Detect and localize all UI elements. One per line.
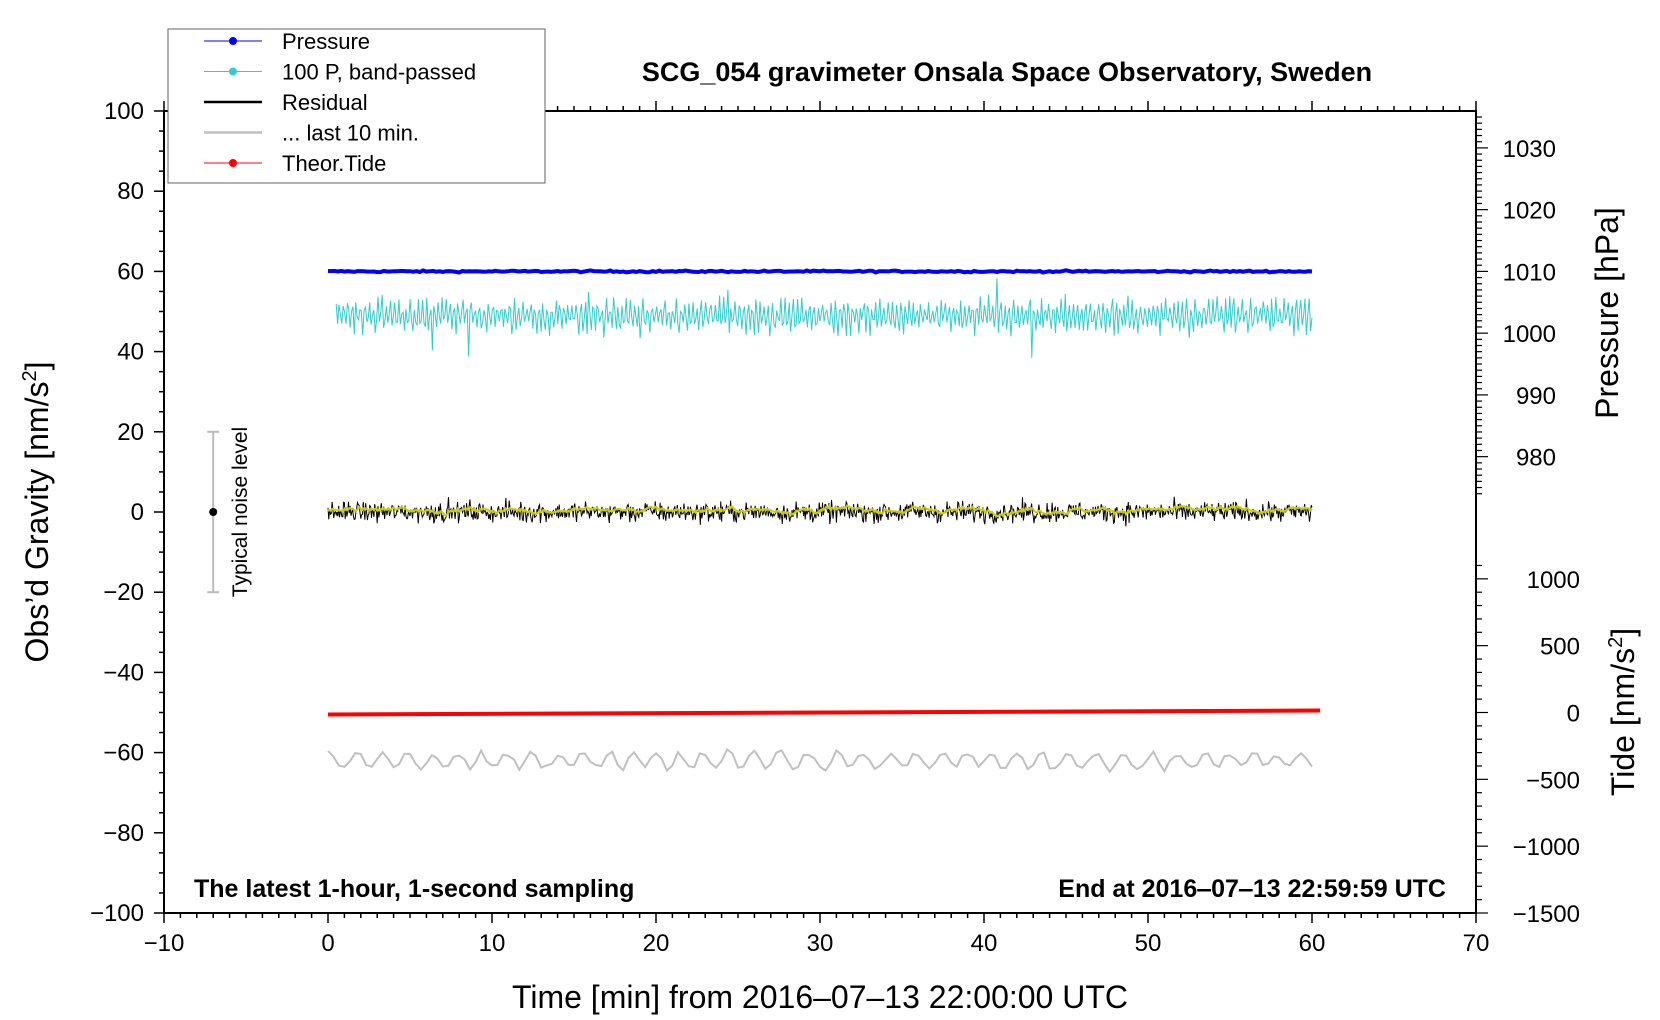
y-axis-label: Obs’d Gravity [nm/s2] (19, 362, 55, 663)
x-tick-label: 40 (971, 930, 998, 957)
pressure-tick-label: 990 (1516, 383, 1556, 410)
legend: Pressure 100 P, band‑passed Residual ... la… (167, 28, 546, 184)
x-tick-label: 10 (479, 930, 506, 957)
tide-axis-label-end: ] (1605, 628, 1641, 637)
tide-axis-label-main: Tide [nm/s (1605, 648, 1641, 796)
series-layer (327, 268, 1321, 774)
y-tick-label: 60 (117, 258, 144, 285)
y-tick-label: −20 (103, 579, 144, 606)
y-tick-label: −40 (103, 659, 144, 686)
tide-tick-label: −500 (1526, 767, 1580, 794)
tide-tick-label: 0 (1567, 701, 1580, 728)
legend-label: Residual (282, 90, 368, 115)
y-tick-label: −100 (90, 900, 144, 927)
y-axis-label-main: Obs’d Gravity [nm/s (19, 382, 55, 663)
legend-item-0: Pressure (204, 29, 370, 54)
y-tick-label: 40 (117, 339, 144, 366)
x-tick-label: 30 (807, 930, 834, 957)
legend-box (167, 28, 546, 184)
y-tick-label: 20 (117, 419, 144, 446)
y-axis-label-sup: 2 (19, 370, 41, 381)
pressure-tick-label: 1030 (1503, 136, 1556, 163)
axis-ticks: −10 0 10 20 30 40 50 60 70100806040200−20−40−60−… (90, 98, 1580, 957)
legend-label: ... last 10 min. (282, 121, 419, 146)
y-tick-label: 80 (117, 178, 144, 205)
pressure-axis-label: Pressure [hPa] (1589, 207, 1625, 419)
pressure-tick-label: 1000 (1503, 321, 1556, 348)
series-residual-smoothed (327, 504, 1313, 518)
noise-bar-center-dot (209, 508, 218, 516)
y-tick-label: 100 (104, 98, 144, 125)
annotation-end-time: End at 2016‒07‒13 22:59:59 UTC (1058, 875, 1446, 903)
legend-item-1: 100 P, band‑passed (204, 60, 476, 85)
pressure-tick-label: 1020 (1503, 198, 1556, 225)
tide-tick-label: 1000 (1527, 567, 1580, 594)
x-tick-label: 20 (643, 930, 670, 957)
y-tick-label: −60 (103, 740, 144, 767)
noise-level-bar (207, 430, 220, 594)
legend-label: Pressure (282, 29, 370, 54)
series-pressure (327, 268, 1313, 275)
legend-label: Theor.Tide (282, 151, 386, 176)
x-tick-label: 0 (321, 930, 334, 957)
pressure-tick-label: 980 (1516, 445, 1556, 472)
legend-item-3: ... last 10 min. (204, 121, 419, 146)
series-100-p-band-passed (335, 278, 1313, 358)
noise-level-label: Typical noise level (229, 427, 252, 597)
legend-swatch-marker (229, 159, 237, 167)
plot-frame (163, 110, 1477, 914)
legend-item-2: Residual (204, 90, 368, 115)
legend-item-4: Theor.Tide (204, 151, 386, 176)
legend-label: 100 P, band‑passed (282, 60, 476, 85)
tide-tick-label: −1500 (1513, 901, 1580, 928)
annotation-latest-hour: The latest 1-hour, 1-second sampling (194, 875, 634, 903)
x-tick-label: −10 (144, 930, 185, 957)
chart-title: SCG_054 gravimeter Onsala Space Observat… (642, 57, 1372, 87)
tide-tick-label: −1000 (1513, 834, 1580, 861)
series--last-10-min- (327, 747, 1313, 774)
legend-swatch-marker (229, 67, 237, 76)
tide-axis-label: Tide [nm/s2] (1605, 628, 1641, 796)
tide-tick-label: 500 (1540, 634, 1580, 661)
x-tick-label: 70 (1463, 930, 1490, 957)
legend-swatch-marker (229, 37, 237, 45)
y-tick-label: −80 (103, 820, 144, 847)
y-tick-label: 0 (131, 499, 144, 526)
pressure-tick-label: 1010 (1503, 259, 1556, 286)
series-theor-tide (327, 708, 1321, 717)
tide-axis-label-sup: 2 (1605, 637, 1627, 648)
x-tick-label: 50 (1135, 930, 1162, 957)
x-axis-label: Time [min] from 2016‒07‒13 22:00:00 UTC (512, 979, 1128, 1015)
y-axis-label-end: ] (19, 362, 55, 371)
x-tick-label: 60 (1299, 930, 1326, 957)
